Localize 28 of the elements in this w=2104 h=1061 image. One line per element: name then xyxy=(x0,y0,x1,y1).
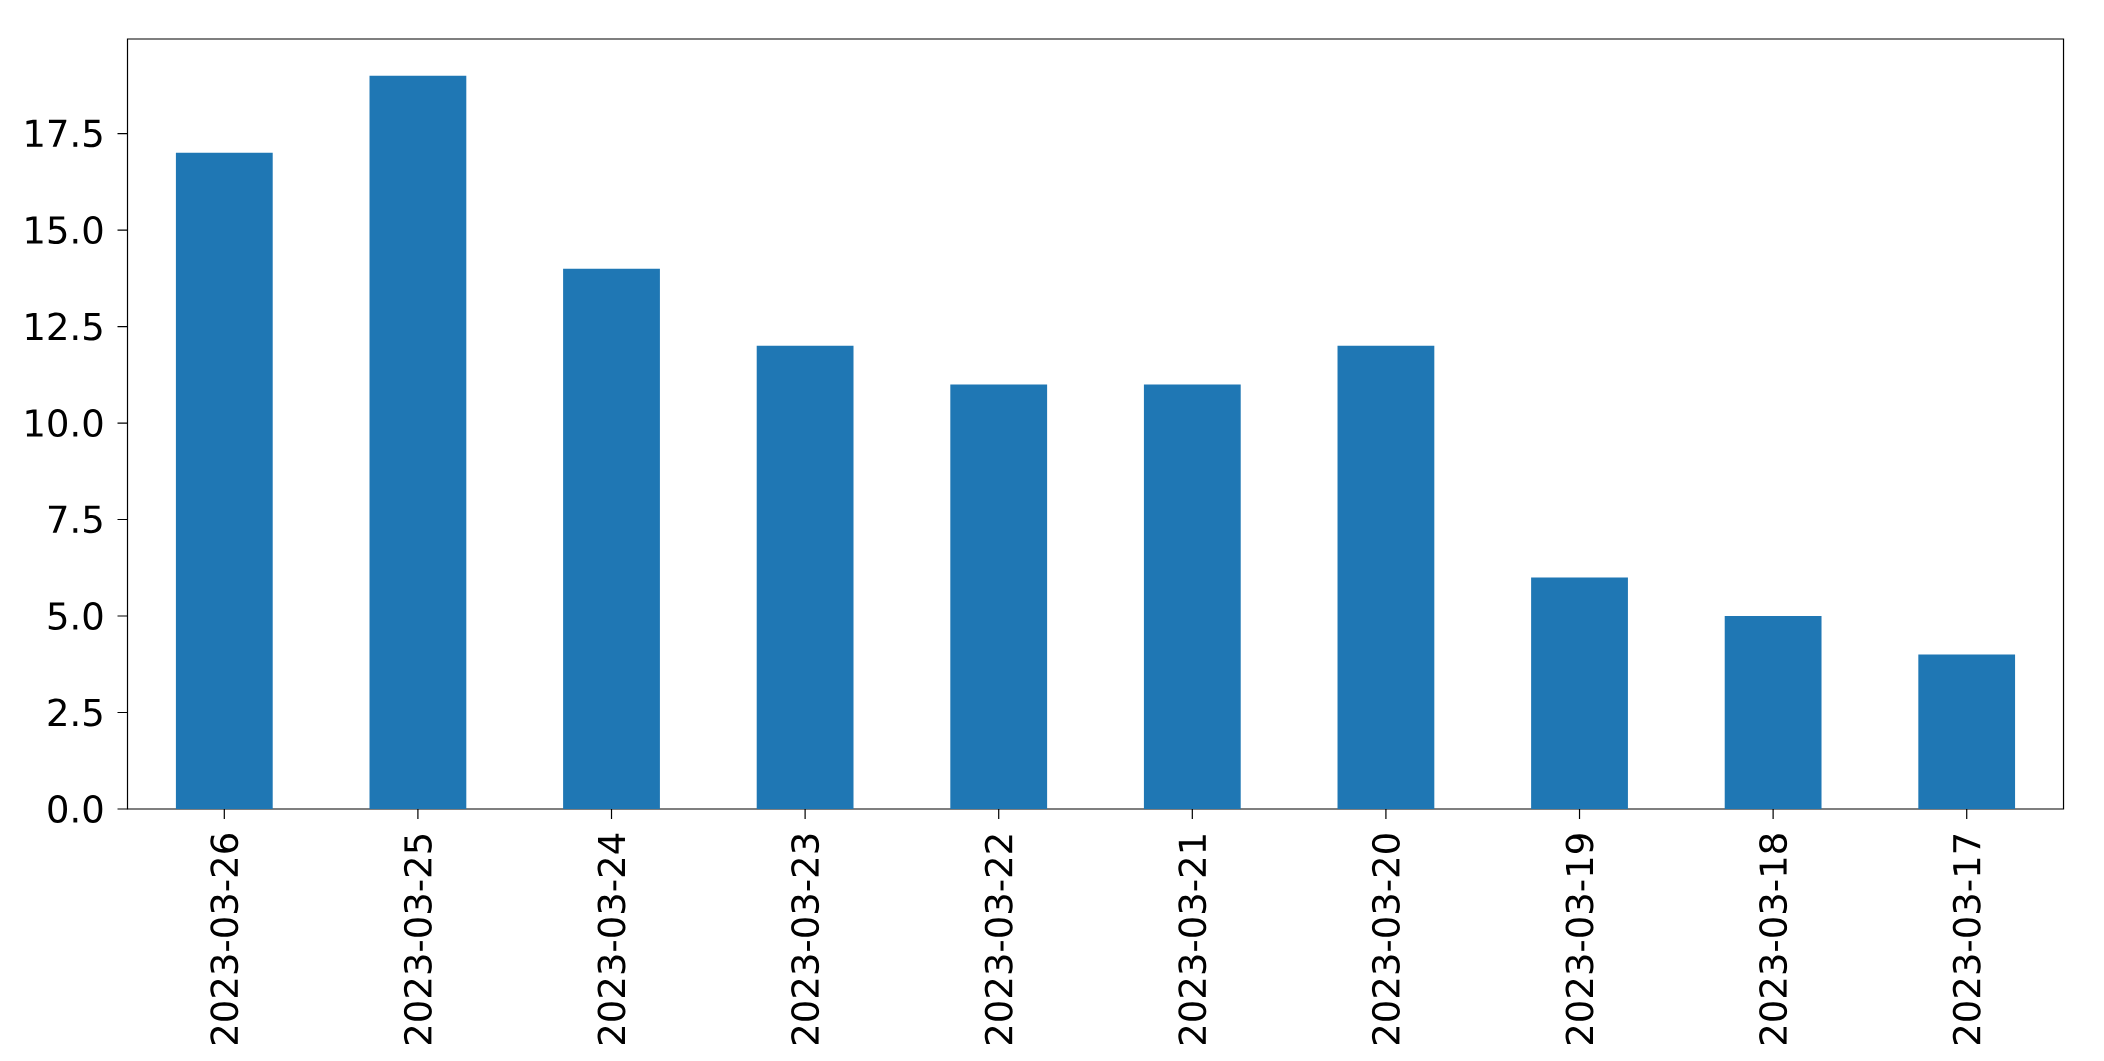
x-tick-label: 2023-03-22 xyxy=(984,835,1013,1045)
x-tick-label: 2023-03-20 xyxy=(1371,834,1400,1045)
y-tick-label: 12.5 xyxy=(26,312,102,341)
y-tick-label: 17.5 xyxy=(26,119,102,148)
y-tick-label: 15.0 xyxy=(26,216,103,245)
y-tick-label: 5.0 xyxy=(48,602,103,631)
x-tick-label: 2023-03-26 xyxy=(210,834,239,1045)
x-tick-label: 2023-03-21 xyxy=(1178,835,1207,1045)
y-tick-label: 7.5 xyxy=(48,505,102,534)
bar xyxy=(1143,384,1241,809)
x-tick-label: 2023-03-17 xyxy=(1952,834,1981,1045)
x-tick-label: 2023-03-24 xyxy=(597,833,626,1045)
bar xyxy=(369,75,467,809)
x-tick-label: 2023-03-25 xyxy=(403,835,432,1045)
x-tick-label: 2023-03-18 xyxy=(1759,834,1788,1045)
bar xyxy=(1337,345,1435,809)
bar xyxy=(1531,577,1628,809)
bar xyxy=(175,152,273,809)
bar xyxy=(756,345,854,809)
y-tick-label: 10.0 xyxy=(26,409,103,438)
y-tick-label: 2.5 xyxy=(48,698,102,727)
bar xyxy=(950,384,1048,809)
y-tick-label: 0.0 xyxy=(48,794,103,823)
bar xyxy=(1918,654,2016,809)
x-tick-label: 2023-03-23 xyxy=(791,834,820,1045)
bar xyxy=(1724,616,1822,809)
bar xyxy=(563,268,660,809)
x-tick-label: 2023-03-19 xyxy=(1565,834,1594,1045)
